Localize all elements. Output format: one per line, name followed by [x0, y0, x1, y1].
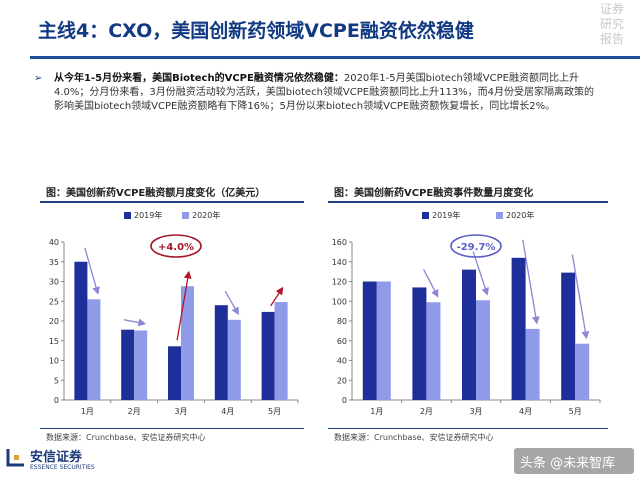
trend-arrow: [123, 318, 147, 327]
change-badge-outline: [150, 234, 202, 258]
trend-arrow: [571, 254, 590, 340]
chart-left-title-rule: [40, 201, 304, 203]
stamp-line: 证券: [599, 2, 624, 16]
logo-mark-icon: [6, 449, 24, 467]
y-tick-label: 0: [342, 396, 347, 405]
bar-2019: [412, 287, 427, 400]
y-tick-label: 30: [49, 278, 59, 287]
y-tick-label: 35: [49, 258, 59, 267]
bar-2020: [227, 319, 241, 400]
bar-2020: [376, 281, 391, 400]
legend-swatch: [496, 212, 503, 219]
x-tick-label: 4月: [519, 407, 532, 416]
x-tick-label: 3月: [174, 407, 187, 416]
y-tick-label: 5: [54, 376, 59, 385]
trend-arrow: [84, 247, 100, 295]
bar-2020: [476, 300, 490, 400]
bar-2020: [575, 343, 590, 400]
bar-2019: [462, 269, 476, 400]
chart-right: 2019年 2020年 0 20 40 60 80 100 120 140 160 1月 2月 3月 4月 5…: [332, 210, 601, 416]
y-tick-label: 25: [49, 297, 59, 306]
stamp-line: 研究: [599, 17, 624, 31]
legend-label: 2019年: [134, 210, 162, 220]
bar-2019: [362, 281, 377, 400]
legend-swatch: [124, 212, 131, 219]
x-tick-label: 2月: [128, 407, 141, 416]
bar-2019: [511, 257, 526, 400]
logo-name: 安信证券: [30, 450, 83, 465]
chart-left: 2019年 2020年 0 5 10 15 20 25 30 35 40 1月 2月 3月 4月 5月 +4.0…: [49, 210, 299, 416]
chart-right-source: 数据来源：Crunchbase、安信证券研究中心: [334, 433, 494, 442]
chart-right-title-rule: [328, 201, 608, 203]
x-tick-label: 3月: [469, 407, 482, 416]
y-tick-label: 40: [49, 238, 59, 247]
y-tick-label: 100: [332, 297, 347, 306]
y-tick-label: 120: [332, 278, 347, 287]
x-tick-label: 1月: [81, 407, 94, 416]
stamp-line: 报告: [599, 32, 624, 46]
y-tick-label: 60: [337, 337, 347, 346]
trend-arrow: [270, 286, 284, 307]
y-tick-label: 20: [337, 376, 347, 385]
x-tick-label: 2月: [420, 407, 433, 416]
legend-label: 2019年: [432, 210, 460, 220]
y-tick-label: 140: [332, 258, 347, 267]
y-tick-label: 40: [337, 357, 347, 366]
legend-swatch: [422, 212, 429, 219]
bar-2020: [87, 299, 101, 400]
bar-2020: [426, 302, 441, 400]
change-badge-label: -29.7%: [457, 242, 496, 253]
x-tick-label: 5月: [268, 407, 281, 416]
y-tick-label: 80: [337, 317, 347, 326]
x-tick-label: 5月: [569, 407, 582, 416]
bar-2019: [261, 311, 275, 400]
page-title: 主线4：CXO，美国创新药领域VCPE融资依然稳健: [38, 20, 474, 42]
bar-2020: [181, 286, 194, 400]
bullet-arrow-icon: ➢: [34, 73, 43, 84]
y-tick-label: 160: [332, 238, 347, 247]
summary-block: ➢ 从今年1-5月份来看，美国Biotech的VCPE融资情况依然稳健：2020…: [34, 72, 600, 114]
company-logo: 安信证券 ESSENCE SECURITIES: [6, 445, 98, 475]
chart-right-title: 图：美国创新药VCPE融资事件数量月度变化: [334, 188, 534, 199]
bar-2019: [561, 272, 576, 400]
report-stamp: 证券 研究 报告: [590, 2, 634, 47]
trend-arrow: [522, 239, 540, 325]
trend-arrow: [176, 270, 192, 341]
header-divider: [30, 56, 640, 59]
x-tick-label: 1月: [370, 407, 383, 416]
y-tick-label: 0: [54, 396, 59, 405]
bar-2020: [274, 302, 288, 400]
bar-2020: [134, 330, 148, 400]
trend-arrow: [472, 251, 489, 296]
change-badge-label: +4.0%: [158, 242, 194, 253]
y-tick-label: 20: [49, 317, 59, 326]
legend-swatch: [182, 212, 189, 219]
trend-arrow: [224, 290, 239, 316]
bar-2019: [121, 329, 135, 400]
chart-right-bottom-rule: [328, 428, 608, 429]
summary-lead: 从今年1-5月份来看，美国Biotech的VCPE融资情况依然稳健：: [54, 73, 344, 84]
logo-english-name: ESSENCE SECURITIES: [30, 464, 95, 471]
y-tick-label: 15: [49, 337, 59, 346]
y-tick-label: 10: [49, 357, 59, 366]
chart-left-title: 图：美国创新药VCPE融资额月度变化（亿美元）: [46, 188, 266, 199]
summary-paragraph: 从今年1-5月份来看，美国Biotech的VCPE融资情况依然稳健：2020年1…: [54, 72, 600, 114]
legend-label: 2020年: [192, 210, 220, 220]
bar-2019: [74, 261, 88, 400]
change-badge-outline: [450, 234, 502, 258]
bar-2020: [525, 328, 540, 400]
bar-2019: [214, 305, 228, 400]
bar-2019: [168, 346, 181, 400]
chart-left-bottom-rule: [40, 428, 304, 429]
watermark: 头条 @未来智库: [514, 448, 634, 474]
watermark-background: [514, 448, 634, 474]
summary-body: 2020年1-5月美国biotech领域VCPE融资额同比上升4.0%；分月份来…: [54, 73, 595, 112]
legend-label: 2020年: [506, 210, 534, 220]
x-tick-label: 4月: [221, 407, 234, 416]
trend-arrow: [423, 269, 439, 298]
watermark-text: 头条 @未来智库: [520, 456, 616, 471]
chart-left-source: 数据来源：Crunchbase、安信证券研究中心: [46, 433, 206, 442]
